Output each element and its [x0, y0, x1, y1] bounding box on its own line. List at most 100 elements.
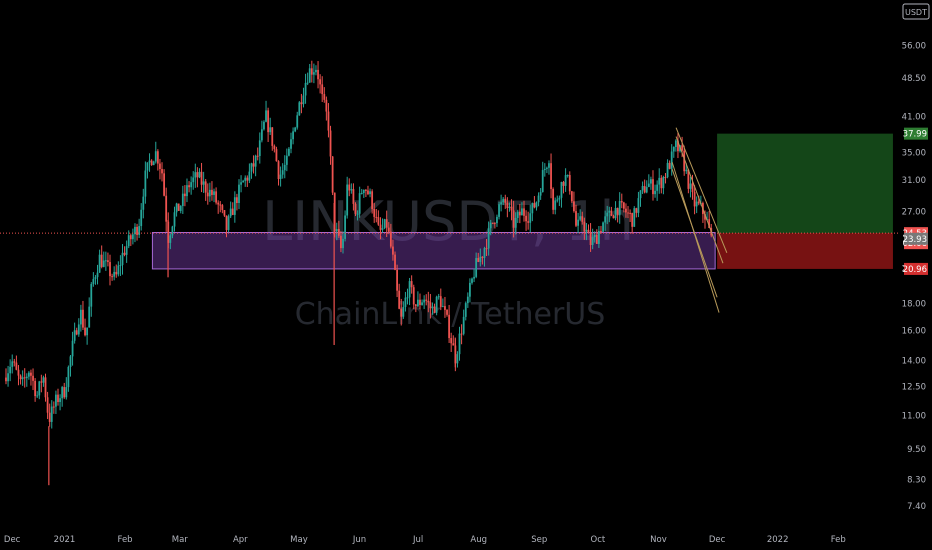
candle-body	[610, 210, 613, 216]
candle-body	[529, 213, 532, 223]
candle-body	[616, 207, 619, 216]
candle-body	[231, 208, 234, 215]
candle-body	[154, 151, 157, 162]
candle-body	[369, 191, 371, 195]
candle-body	[398, 290, 401, 309]
candle-body	[13, 361, 16, 363]
candle-body	[302, 95, 305, 105]
candle-body	[179, 206, 182, 211]
candle-body	[194, 172, 197, 178]
candle-body	[639, 190, 642, 199]
candle-body	[38, 381, 41, 396]
candle-body	[184, 193, 186, 197]
candle-body	[419, 299, 421, 305]
candle-body	[242, 180, 245, 183]
candle-body	[656, 184, 659, 191]
currency-badge[interactable]: USDT	[902, 3, 930, 20]
candle-body	[431, 306, 434, 309]
candle-body	[165, 195, 168, 222]
candle-body	[229, 208, 232, 217]
candle-body	[92, 278, 95, 284]
candle-body	[67, 366, 70, 388]
x-tick-label: Nov	[650, 535, 667, 545]
candle-body	[119, 265, 122, 267]
candle-body	[691, 183, 694, 193]
price-label-value: 23.93	[903, 235, 927, 245]
candle-body	[608, 210, 611, 213]
candle-body	[281, 170, 284, 175]
candle-body	[335, 229, 338, 232]
candle-body	[88, 306, 91, 328]
candle-body	[177, 203, 180, 211]
candle-body	[65, 387, 68, 398]
candle-body	[597, 230, 600, 244]
candle-body	[217, 202, 220, 205]
candle-body	[75, 330, 78, 335]
y-tick-label: 9.50	[907, 445, 926, 455]
candle-body	[204, 181, 207, 193]
candle-body	[504, 198, 507, 203]
candle-body	[479, 256, 482, 262]
candle-body	[531, 203, 534, 214]
x-axis[interactable]: Dec 2021 Feb Mar Apr May Jun Jul Aug Sep Oct Nov Dec…	[4, 535, 846, 545]
candle-body	[117, 265, 120, 275]
candle-body	[635, 208, 638, 213]
candle-body	[425, 299, 428, 301]
y-tick-label: 12.50	[902, 383, 926, 393]
candle-body	[240, 182, 242, 185]
candle-body	[310, 68, 313, 75]
candle-body	[138, 226, 141, 235]
candle-body	[206, 192, 209, 197]
candle-body	[269, 127, 272, 133]
candle-body	[146, 162, 149, 171]
price-label-box	[904, 127, 928, 140]
candle-body	[693, 192, 696, 207]
candle-body	[144, 170, 147, 197]
candle-body	[325, 99, 328, 112]
candle-body	[375, 216, 378, 218]
candle-body	[483, 248, 486, 258]
candle-body	[404, 297, 407, 307]
candle-body	[113, 271, 116, 277]
candle-body	[90, 283, 93, 307]
candle-body	[535, 202, 538, 208]
candle-body	[275, 149, 278, 162]
candle-body	[236, 197, 238, 203]
candle-body	[150, 160, 153, 166]
candle-body	[406, 297, 409, 299]
candle-body	[562, 182, 565, 186]
candle-body	[396, 269, 398, 291]
candle-body	[620, 201, 623, 203]
candle-body	[552, 188, 555, 210]
candle-body	[50, 406, 53, 422]
candle-body	[352, 189, 355, 204]
candle-body	[500, 202, 503, 205]
candle-body	[506, 202, 509, 209]
candle-body	[379, 224, 382, 230]
candle-body	[238, 184, 240, 203]
candle-body	[439, 296, 442, 307]
y-tick-label: 18.00	[902, 300, 926, 310]
candle-body	[342, 238, 344, 249]
candle-body	[606, 212, 609, 217]
profit-zone	[717, 133, 893, 234]
candle-body	[385, 219, 388, 228]
candle-body	[381, 228, 384, 230]
y-axis[interactable]: 56.0048.5041.0035.0031.0027.0021.0018.00…	[902, 41, 926, 511]
candle-body	[79, 309, 82, 325]
candle-body	[566, 175, 569, 177]
channel-line	[675, 136, 724, 264]
candle-body	[556, 199, 559, 201]
channel-line	[675, 127, 728, 253]
x-tick-label: Feb	[118, 535, 133, 545]
candle-body	[417, 299, 419, 307]
candle-body	[392, 246, 394, 255]
candle-body	[188, 185, 190, 188]
candle-body	[533, 203, 536, 208]
candle-body	[554, 200, 557, 210]
candle-body	[94, 277, 97, 279]
candle-body	[477, 258, 480, 262]
candle-body	[570, 191, 573, 202]
